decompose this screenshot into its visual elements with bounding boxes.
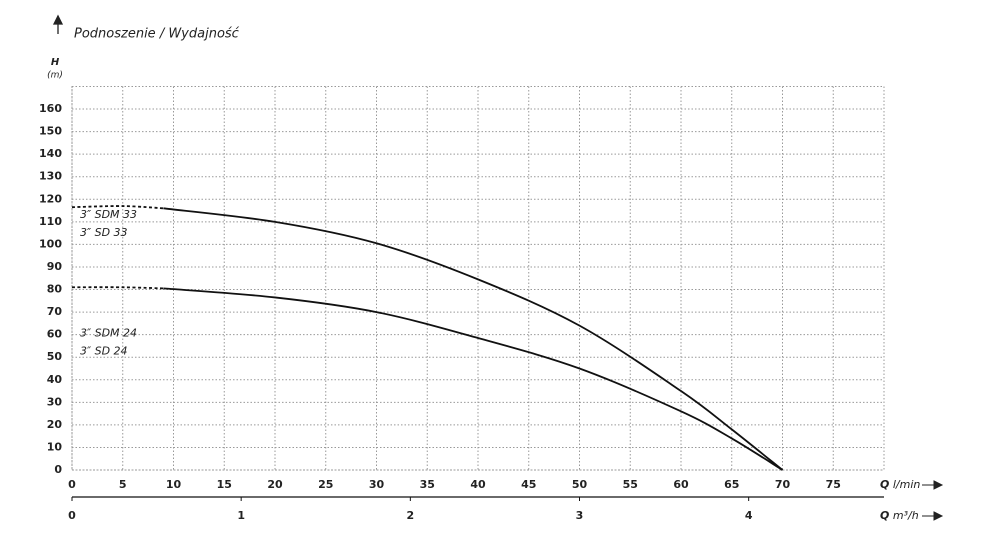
y-axis-unit: (m) <box>47 71 63 81</box>
x2-axis-arrow <box>922 511 944 521</box>
y-tick-label: 30 <box>47 395 63 408</box>
x-tick-label: 70 <box>775 478 791 491</box>
y-tick-label: 120 <box>39 192 62 205</box>
x-tick-label: 40 <box>470 478 486 491</box>
curve-label: 3″ SD 24 <box>80 344 128 357</box>
x-tick-label: 60 <box>673 478 689 491</box>
y-tick-label: 100 <box>39 237 62 250</box>
y-tick-label: 70 <box>47 305 63 318</box>
x-tick-label: 75 <box>826 478 841 491</box>
x-tick-label: 45 <box>521 478 536 491</box>
y-tick-label: 90 <box>47 260 63 273</box>
x-tick-label: 0 <box>68 478 76 491</box>
x2-axis-symbol: Q <box>880 509 889 522</box>
curve-dashed <box>71 286 164 290</box>
title-arrow <box>52 14 64 34</box>
y-tick-label: 60 <box>47 328 63 341</box>
y-tick-label: 160 <box>39 102 62 115</box>
y-tick-label: 80 <box>47 283 63 296</box>
x-tick-label: 30 <box>369 478 385 491</box>
x-tick-label: 5 <box>119 478 127 491</box>
x-axis-label: Q l/min <box>880 478 920 491</box>
x-tick-label: 25 <box>318 478 333 491</box>
x-axis-arrow <box>922 480 944 490</box>
x-tick-label: 20 <box>267 478 283 491</box>
curve-label: 3″ SDM 33 <box>80 208 137 221</box>
x2-tick-label: 0 <box>68 509 76 522</box>
curve-label: 3″ SDM 24 <box>80 326 137 339</box>
x-tick-label: 55 <box>623 478 638 491</box>
y-tick-label: 150 <box>39 125 62 138</box>
x2-tick-label: 2 <box>407 509 415 522</box>
y-tick-label: 130 <box>39 170 62 183</box>
y-tick-label: 140 <box>39 147 62 160</box>
curve <box>163 207 784 471</box>
x2-tick-label: 3 <box>576 509 584 522</box>
y-tick-label: 40 <box>47 373 63 386</box>
y-tick-label: 110 <box>39 215 62 228</box>
y-tick-label: 20 <box>47 418 63 431</box>
y-tick-label: 10 <box>47 440 63 453</box>
y-axis-symbol: H <box>51 57 60 68</box>
y-tick-label: 50 <box>47 350 63 363</box>
x-tick-label: 15 <box>217 478 232 491</box>
x-tick-label: 65 <box>724 478 739 491</box>
curve-label: 3″ SD 33 <box>80 226 128 239</box>
x-axis-symbol: Q <box>880 478 889 491</box>
x-tick-label: 10 <box>166 478 182 491</box>
x-axis-unit: l/min <box>893 478 921 491</box>
x2-axis-label: Q m³/h <box>880 509 919 522</box>
curve <box>163 287 783 471</box>
curve-dashed <box>71 205 164 210</box>
x-tick-label: 50 <box>572 478 588 491</box>
x2-tick-label: 1 <box>237 509 245 522</box>
x-tick-label: 35 <box>420 478 435 491</box>
y-tick-label: 0 <box>54 463 62 476</box>
x2-tick-label: 4 <box>745 509 753 522</box>
chart-title: Podnoszenie / Wydajność <box>74 27 240 42</box>
x2-axis-unit: m³/h <box>893 509 919 522</box>
